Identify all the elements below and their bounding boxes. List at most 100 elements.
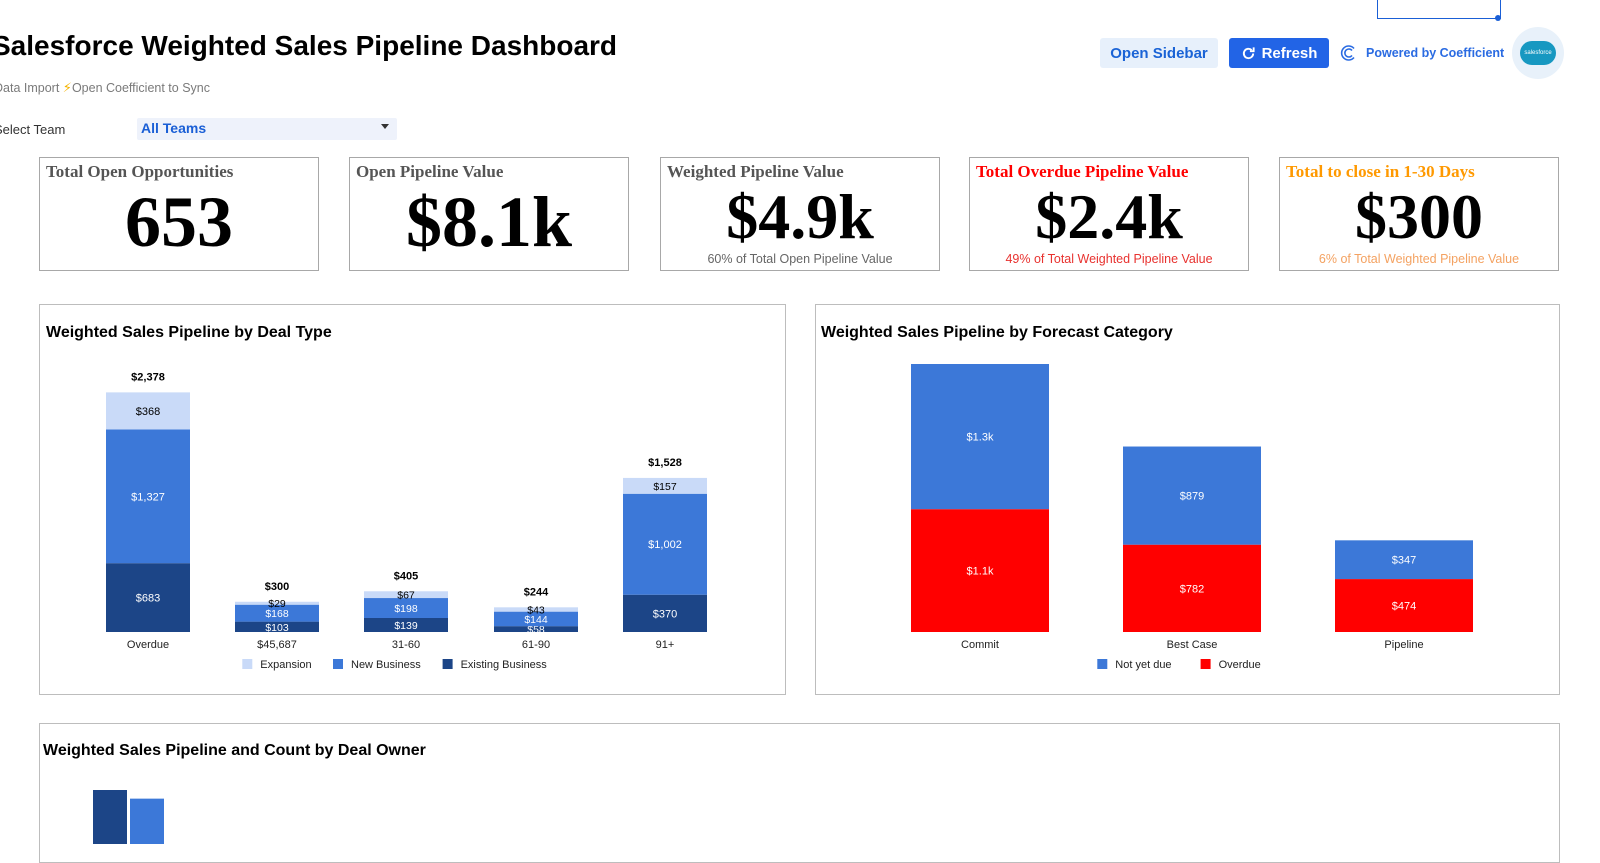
sync-link[interactable]: Open Coefficient to Sync	[71, 81, 210, 95]
kpi-value: 653	[125, 182, 233, 262]
legend-label: Expansion	[260, 659, 311, 671]
x-tick-label: 91+	[656, 639, 675, 651]
legend-label: Not yet due	[1115, 659, 1171, 671]
total-label: $244	[524, 586, 549, 598]
legend-swatch	[333, 659, 343, 669]
bar-segment	[235, 601, 319, 605]
kpi-value: $8.1k	[405, 182, 573, 262]
x-tick-label: Best Case	[1167, 639, 1218, 651]
x-tick-label: Overdue	[127, 639, 169, 651]
bar-segment	[494, 607, 578, 612]
data-label: $58	[527, 624, 545, 636]
chart-panel-deal-owner: Weighted Sales Pipeline and Count by Dea…	[39, 723, 1560, 863]
selection-frame	[1377, 0, 1501, 19]
kpi-label: Total Overdue Pipeline Value	[976, 162, 1189, 181]
chart-panel-deal-type: Weighted Sales Pipeline by Deal Type $68…	[39, 304, 786, 695]
powered-by-coefficient[interactable]: Powered by Coefficient	[1340, 44, 1504, 62]
kpi-card-overdue-pipeline: Total Overdue Pipeline Value $2.4k 49% o…	[969, 157, 1249, 271]
x-tick-label: 61-90	[522, 639, 550, 651]
data-label: $347	[1392, 555, 1416, 567]
data-label: $474	[1392, 601, 1416, 613]
refresh-button[interactable]: Refresh	[1229, 38, 1329, 68]
salesforce-cloud-icon: salesforce	[1520, 41, 1556, 65]
bar-segment	[1335, 579, 1473, 632]
chart-title: Weighted Sales Pipeline by Deal Type	[46, 324, 332, 341]
kpi-card-close-1-30: Total to close in 1-30 Days $300 6% of T…	[1279, 157, 1559, 271]
kpi-subtext: 60% of Total Open Pipeline Value	[707, 252, 893, 266]
total-label: $2,378	[131, 371, 165, 383]
owner-bar	[130, 798, 164, 844]
bar-segment	[106, 563, 190, 632]
kpi-label: Total Open Opportunities	[46, 162, 234, 181]
refresh-icon	[1242, 46, 1255, 59]
bar-segment	[911, 364, 1049, 510]
bar-segment	[911, 509, 1049, 632]
owner-bar	[93, 790, 127, 844]
chart-legend: Not yet due Overdue	[1097, 659, 1261, 671]
data-label: $198	[394, 603, 418, 615]
data-label: $168	[265, 608, 289, 620]
bar-segment	[623, 594, 707, 632]
data-label: $782	[1180, 583, 1204, 595]
open-sidebar-button[interactable]: Open Sidebar	[1100, 38, 1218, 68]
data-label: $370	[653, 608, 677, 620]
bar-segment	[494, 611, 578, 627]
chevron-down-icon	[381, 124, 389, 129]
sync-status: Data Import ⚡Open Coefficient to Sync	[0, 80, 210, 96]
bar-segment	[364, 591, 448, 599]
kpi-label: Total to close in 1-30 Days	[1286, 162, 1475, 181]
kpi-value: $300	[1355, 181, 1483, 252]
selection-handle[interactable]	[1495, 15, 1501, 21]
deal-owner-chart	[93, 790, 164, 844]
legend-swatch	[1097, 659, 1108, 669]
select-team-label: Select Team	[0, 122, 66, 137]
data-label: $144	[524, 614, 548, 626]
kpi-label: Weighted Pipeline Value	[667, 162, 844, 181]
bar-segment	[494, 626, 578, 632]
data-label: $683	[136, 593, 160, 605]
kpi-card-weighted-pipeline: Weighted Pipeline Value $4.9k 60% of Tot…	[660, 157, 940, 271]
team-dropdown[interactable]: All Teams	[137, 118, 397, 140]
data-label: $157	[653, 481, 677, 493]
data-label: $1.1k	[967, 566, 994, 578]
x-tick-label: Pipeline	[1384, 639, 1423, 651]
bar-segment	[364, 598, 448, 618]
data-label: $1.3k	[967, 432, 994, 444]
team-dropdown-value: All Teams	[141, 120, 207, 136]
x-tick-label: 31-60	[392, 639, 420, 651]
chart-title: Weighted Sales Pipeline by Forecast Cate…	[821, 324, 1173, 341]
kpi-card-open-opportunities: Total Open Opportunities 653	[39, 157, 319, 271]
bar-segment	[623, 477, 707, 494]
data-label: $1,327	[131, 491, 165, 503]
bar-segment	[235, 604, 319, 622]
salesforce-logo: salesforce	[1512, 27, 1564, 79]
chart-title: Weighted Sales Pipeline and Count by Dea…	[43, 742, 426, 759]
deal-type-chart: $683 $1,327 $368 $2,378 Overdue $103 $168$29 $3…	[106, 371, 707, 671]
bar-segment	[364, 617, 448, 632]
x-tick-label: $45,687	[257, 639, 297, 651]
data-label: $368	[136, 406, 160, 418]
refresh-label: Refresh	[1261, 44, 1318, 62]
bar-segment	[106, 392, 190, 430]
data-label: $103	[265, 622, 289, 634]
total-label: $300	[265, 581, 289, 593]
chart-panel-forecast-category: Weighted Sales Pipeline by Forecast Cate…	[815, 304, 1560, 695]
bar-segment	[623, 493, 707, 595]
kpi-value: $4.9k	[726, 181, 874, 252]
coefficient-logo-icon	[1340, 45, 1355, 61]
data-label: $1,002	[648, 539, 682, 551]
subtitle-prefix: Data Import	[0, 81, 60, 95]
kpi-card-open-pipeline: Open Pipeline Value $8.1k	[349, 157, 629, 271]
data-label: $29	[268, 598, 286, 610]
kpi-subtext: 49% of Total Weighted Pipeline Value	[1005, 252, 1213, 266]
data-label: $67	[397, 590, 415, 602]
chart-legend: Expansion New Business Existing Business	[242, 659, 547, 671]
kpi-label: Open Pipeline Value	[356, 162, 504, 181]
x-tick-label: Commit	[961, 639, 999, 651]
data-label: $879	[1180, 491, 1204, 503]
legend-swatch	[1200, 659, 1211, 669]
bar-segment	[106, 429, 190, 564]
total-label: $1,528	[648, 457, 682, 469]
legend-label: New Business	[351, 659, 421, 671]
bar-segment	[1123, 446, 1261, 545]
